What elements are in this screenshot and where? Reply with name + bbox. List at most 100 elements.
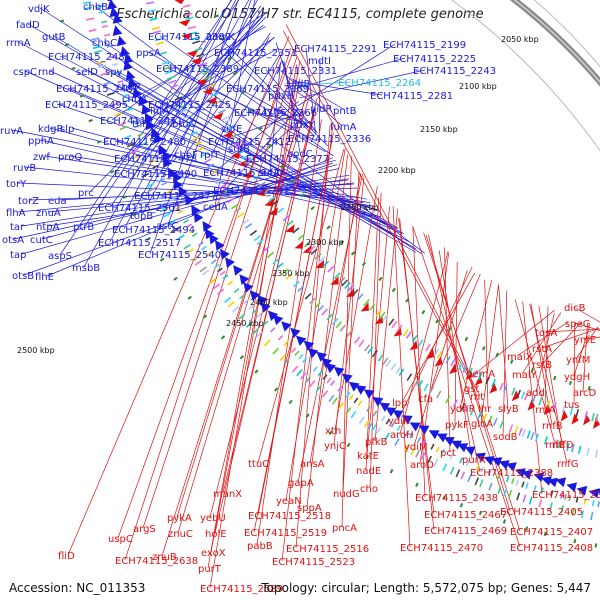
reverse-connector [333,176,365,446]
forward-gene-label: ECH74115_2424 [203,168,286,179]
forward-gene-arrow [576,485,588,496]
forward-connector [239,61,282,149]
feature-track-tick [409,432,414,439]
feature-track-tick [445,395,451,404]
feature-track-tick [120,88,127,92]
gc-marker [290,178,295,183]
forward-gene-arrow [392,410,404,420]
reverse-connector [516,321,568,357]
feature-track-tick [297,233,305,241]
feature-track-tick [436,350,443,359]
feature-track-tick [568,494,572,501]
forward-gene-arrow [243,282,254,293]
gc-marker [159,257,165,262]
feature-track-tick [469,407,475,416]
feature-track-tick [516,389,522,398]
feature-track-tick [341,279,348,287]
feature-track-tick [314,301,321,309]
feature-track-tick [367,422,374,430]
feature-track-tick [560,492,564,499]
reverse-connector [427,273,481,399]
forward-connector [297,43,396,107]
reverse-connector [538,305,563,445]
feature-track-tick [266,251,275,259]
gc-marker [464,336,469,342]
feature-track-tick [97,4,104,8]
forward-gene-label: ECH74115_2501 [98,203,181,214]
feature-track-tick [465,460,470,467]
reverse-gene-label: ttuC [248,459,269,470]
reverse-gene-arrow [511,390,520,402]
reverse-connector [256,119,322,546]
feature-track-tick [460,403,466,412]
feature-track-tick [337,385,343,392]
forward-gene-label: ECH74115_2413 [213,186,296,197]
forward-gene-label: spy [105,67,123,78]
forward-gene-label: pntB [333,106,357,117]
reverse-connector [67,36,290,556]
forward-connector [269,62,281,173]
feature-track-tick [185,122,194,127]
feature-track-tick [354,336,361,344]
feature-track-tick [328,394,335,403]
reverse-gene-label: aroD [410,460,434,471]
forward-gene-arrow [185,194,195,206]
feature-track-tick [467,367,473,376]
feature-track-tick [168,79,177,84]
feature-track-tick [122,93,129,98]
feature-track-tick [406,373,413,381]
feature-track-tick [194,47,203,52]
feature-track-tick [304,376,312,384]
forward-gene-arrow [123,53,134,65]
forward-gene-label: ihfA [150,106,170,117]
feature-track-tick [457,362,464,371]
feature-track-tick [276,207,285,214]
reverse-gene-label: ECH74115_2467 [424,510,507,521]
feature-track-tick [238,313,246,320]
forward-connector [319,59,321,132]
feature-track-tick [243,299,249,305]
feature-track-tick [161,60,170,65]
reverse-gene-arrow [285,224,295,233]
gc-marker [96,140,102,144]
reverse-gene-label: aroH [390,430,414,441]
reverse-gene-label: pncA [332,523,357,534]
feature-track-tick [169,197,176,202]
feature-track-tick [445,355,451,364]
ruler-label: 2300 kbp [306,238,344,247]
feature-track-tick [553,439,558,448]
reverse-gene-arrow [178,19,191,27]
reverse-gene-label: gapA [288,478,314,489]
reverse-gene-label: malY [512,370,538,381]
feature-track-tick [263,339,271,347]
feature-track-tick [196,53,205,58]
forward-gene-label: rplT [200,150,220,161]
reverse-gene-label: arcD [573,388,597,399]
feature-track-tick [172,91,181,96]
feature-track-tick [420,452,426,461]
reverse-gene-label: add [526,388,545,399]
reverse-connector [207,64,297,569]
feature-track-tick [146,151,153,156]
feature-track-tick [177,234,185,241]
feature-track-tick [382,314,389,322]
feature-track-tick [132,119,139,124]
feature-track-tick [194,259,203,266]
feature-track-tick [206,163,215,169]
feature-track-tick [233,207,242,214]
forward-gene-arrow [109,6,120,18]
feature-track-tick [252,308,258,314]
reverse-gene-label: ansA [300,459,325,470]
feature-track-tick [321,308,328,316]
forward-gene-arrow [138,95,148,107]
forward-gene-label: ECH74115_2225 [393,54,476,65]
feature-track-tick [233,140,242,146]
feature-track-tick [199,266,207,273]
feature-track-tick [546,400,551,409]
forward-gene-label: ECH74115_2412 [208,137,291,148]
feature-track-tick [233,287,240,294]
reverse-connector [392,206,411,548]
forward-gene-arrow [451,440,462,450]
forward-gene-label: ECH74115_2336 [288,134,371,145]
feature-track-tick [291,365,299,373]
